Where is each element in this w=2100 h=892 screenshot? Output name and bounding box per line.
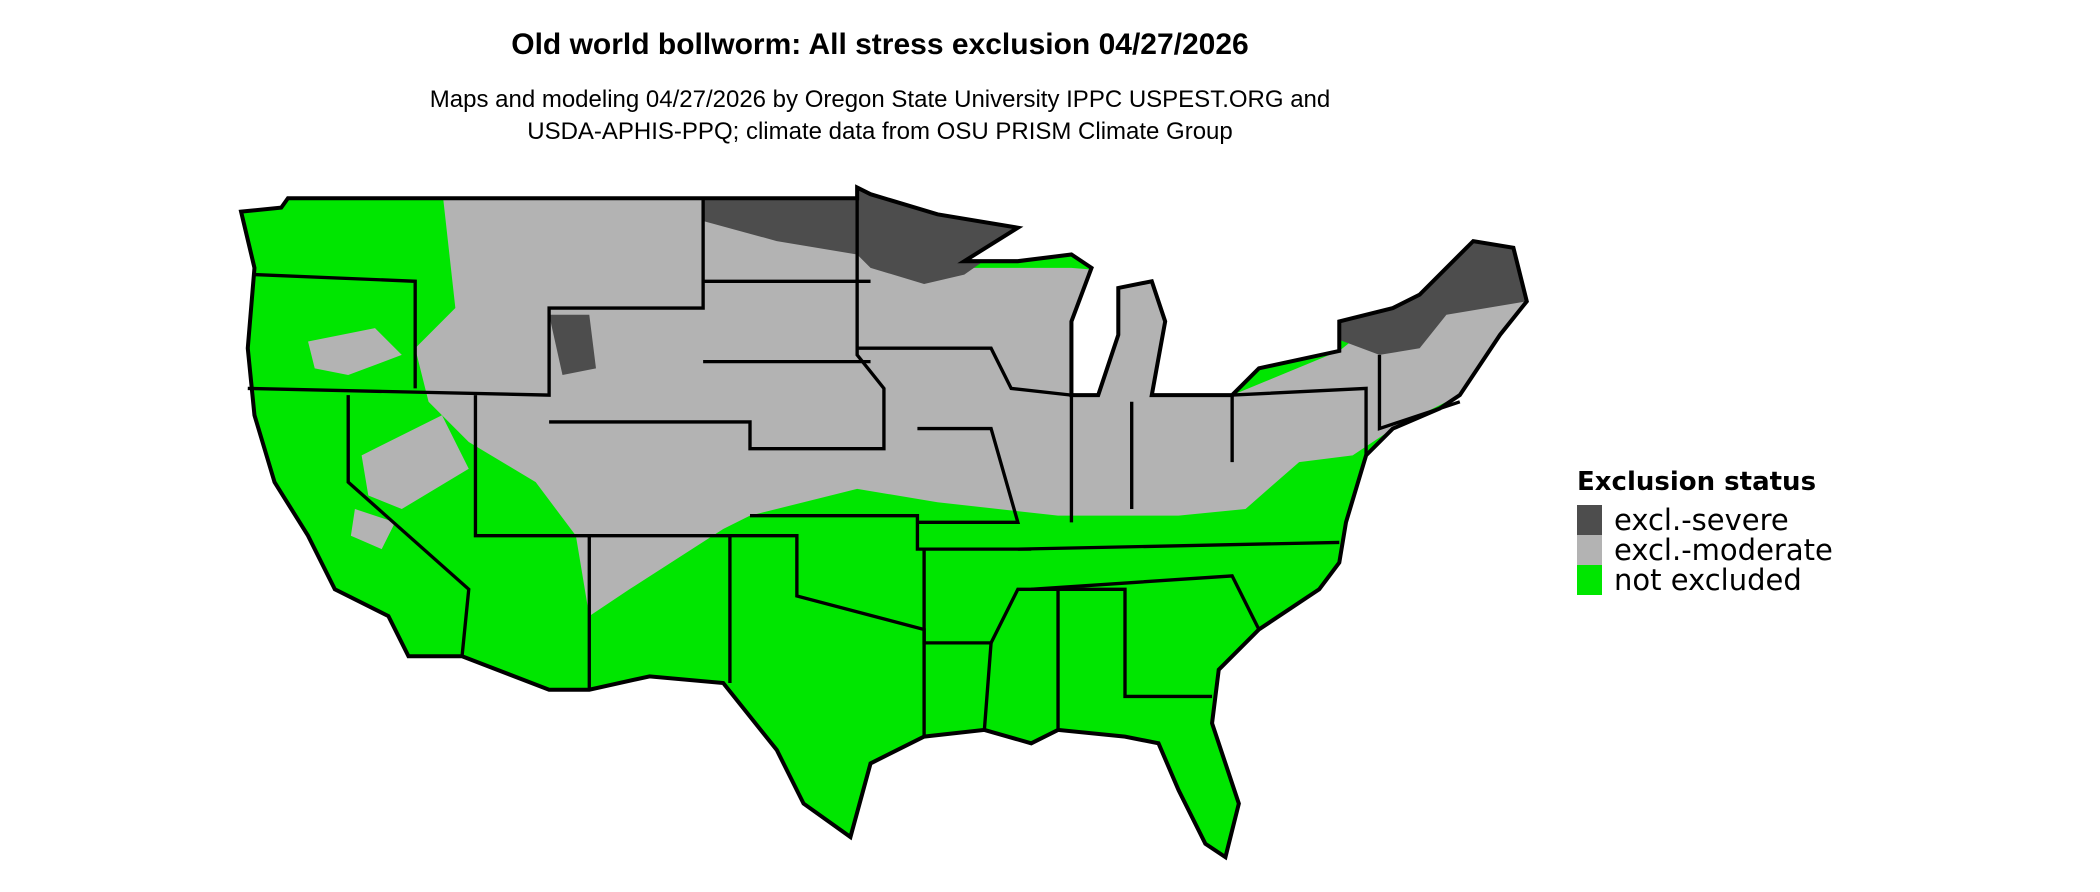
legend-swatch-not-excluded <box>1577 565 1602 595</box>
subtitle-line-1: Maps and modeling 04/27/2026 by Oregon S… <box>429 86 1331 113</box>
moderate-patch-west <box>308 328 469 550</box>
state-borders <box>247 198 1461 737</box>
severe-exclusion-area <box>549 187 1527 376</box>
legend-label: excl.-moderate <box>1614 533 1833 567</box>
legend-swatch-moderate <box>1577 535 1602 565</box>
legend-item-severe: excl.-severe <box>1577 503 1833 537</box>
legend-item-moderate: excl.-moderate <box>1577 533 1833 567</box>
legend-title: Exclusion status <box>1577 467 1817 497</box>
map-title: Old world bollworm: All stress exclusion… <box>511 28 1249 61</box>
legend-swatch-severe <box>1577 505 1602 535</box>
legend-label: not excluded <box>1614 563 1802 597</box>
moderate-exclusion-area <box>415 187 1527 617</box>
legend: Exclusion status excl.-severe excl.-mode… <box>1577 467 1833 597</box>
subtitle-line-2: USDA-APHIS-PPQ; climate data from OSU PR… <box>527 118 1233 145</box>
legend-label: excl.-severe <box>1614 503 1789 537</box>
legend-item-not-excluded: not excluded <box>1577 563 1833 597</box>
map-subtitle: Maps and modeling 04/27/2026 by Oregon S… <box>0 84 1760 148</box>
